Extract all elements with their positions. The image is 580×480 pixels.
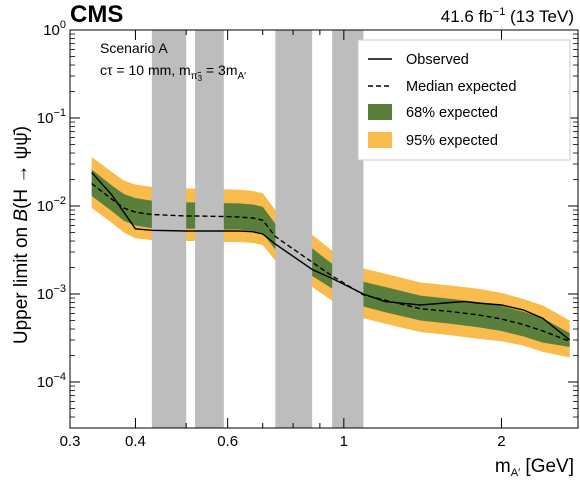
excluded-region-1 — [151, 30, 187, 428]
luminosity-prefix: 41.6 fb — [441, 7, 493, 26]
legend-median-label: Median expected — [406, 79, 516, 95]
luminosity-suffix: (13 TeV) — [505, 7, 574, 26]
x-tick-label: 2 — [497, 433, 505, 450]
y-tick-label: 10−4 — [37, 371, 66, 391]
x-tick-label: 0.6 — [217, 433, 238, 450]
legend-68-swatch — [368, 104, 392, 120]
series-lines-group — [91, 172, 571, 342]
luminosity-label: 41.6 fb−1 (13 TeV) — [441, 6, 574, 26]
aprime-subscript: A′ — [237, 71, 246, 82]
legend-box — [357, 39, 571, 161]
observed-line — [91, 172, 571, 341]
y-axis-title-prefix: Upper limit on — [11, 222, 32, 345]
y-axis-title-decay: (H → ψψ̄) — [11, 126, 32, 209]
experiment-label: CMS — [70, 1, 123, 28]
x-axis-title-main: m — [495, 456, 511, 477]
axes-frame-group — [69, 29, 579, 429]
legend-68-label: 68% expected — [406, 105, 498, 121]
pion-subscript-index: 3 — [198, 74, 203, 83]
legend-95-swatch — [368, 132, 392, 148]
legend-observed-label: Observed — [406, 52, 469, 68]
ctau-mid: = 3m — [202, 62, 237, 78]
y-axis-title-B: B — [11, 209, 32, 222]
luminosity-exponent: −1 — [493, 6, 506, 18]
x-axis-title-unit: [GeV] — [520, 456, 574, 477]
y-tick-label: 10−1 — [37, 107, 66, 127]
x-tick-label: 0.3 — [60, 433, 81, 450]
excluded-region-3 — [275, 30, 313, 428]
legend-95-label: 95% expected — [406, 133, 498, 149]
x-axis-title: mA′ [GeV] — [495, 456, 574, 479]
y-axis-title: Upper limit on B(H → ψψ̄) — [11, 126, 32, 344]
ctau-mass-label: cτ = 10 mm, mπ̃3 = 3mA′ — [100, 62, 246, 83]
y-tick-label: 10−2 — [37, 195, 66, 215]
x-tick-label: 0.4 — [125, 433, 146, 450]
median-expected-line — [91, 182, 570, 342]
legend: Observed Median expected 68% expected 95… — [357, 39, 571, 161]
y-tick-label: 100 — [43, 19, 66, 39]
x-tick-label: 1 — [340, 433, 348, 450]
ticks-group: 10−4 10−3 10−2 10−1 100 0.3 0.4 0.6 1 2 — [37, 19, 578, 450]
excluded-region-2 — [195, 30, 224, 428]
x-axis-title-sub: A′ — [511, 467, 520, 479]
ctau-prefix: cτ = 10 mm, m — [100, 62, 191, 78]
plot-frame — [69, 29, 579, 429]
y-tick-label: 10−3 — [37, 283, 66, 303]
pion-subscript: π̃ — [191, 71, 202, 82]
scenario-label: Scenario A — [100, 40, 168, 56]
